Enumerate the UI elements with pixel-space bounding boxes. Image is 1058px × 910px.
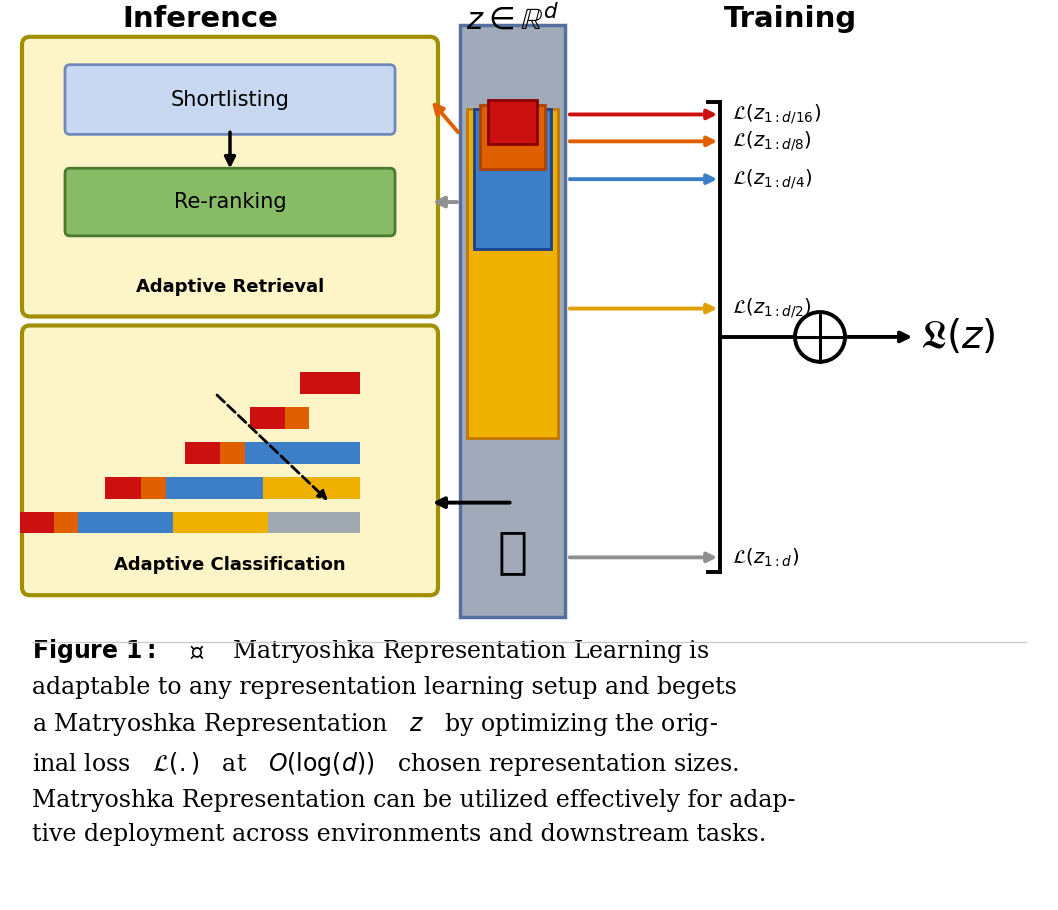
- Text: Adaptive Retrieval: Adaptive Retrieval: [135, 278, 324, 296]
- Bar: [244, 442, 360, 464]
- FancyBboxPatch shape: [488, 99, 537, 145]
- FancyBboxPatch shape: [22, 326, 438, 595]
- Text: $\mathfrak{L}(z)$: $\mathfrak{L}(z)$: [920, 318, 996, 357]
- Bar: [78, 511, 174, 533]
- Bar: [174, 511, 268, 533]
- FancyBboxPatch shape: [65, 168, 395, 236]
- FancyBboxPatch shape: [480, 105, 545, 169]
- FancyBboxPatch shape: [65, 65, 395, 135]
- Text: 🪆: 🪆: [497, 529, 528, 576]
- Bar: [250, 407, 286, 429]
- Bar: [20, 511, 54, 533]
- Text: Re-ranking: Re-ranking: [174, 192, 287, 212]
- Text: $\mathcal{L}(z_{1:d/8})$: $\mathcal{L}(z_{1:d/8})$: [732, 129, 811, 153]
- Text: $\mathcal{L}(z_{1:d/16})$: $\mathcal{L}(z_{1:d/16})$: [732, 103, 821, 126]
- Bar: [268, 511, 360, 533]
- Text: Adaptive Classification: Adaptive Classification: [114, 556, 346, 574]
- FancyBboxPatch shape: [460, 25, 565, 617]
- Text: Inference: Inference: [122, 5, 278, 33]
- Bar: [105, 477, 141, 499]
- Text: $z \in \mathbb{R}^d$: $z \in \mathbb{R}^d$: [466, 5, 559, 36]
- Bar: [185, 442, 220, 464]
- Text: $\mathcal{L}(z_{1:d/4})$: $\mathcal{L}(z_{1:d/4})$: [732, 167, 813, 191]
- Text: $\mathcal{L}(z_{1:d})$: $\mathcal{L}(z_{1:d})$: [732, 546, 799, 569]
- Bar: [141, 477, 166, 499]
- Bar: [220, 442, 244, 464]
- Text: $\mathbf{Figure\ 1:}$    🪆    Matryoshka Representation Learning is
adaptable to: $\mathbf{Figure\ 1:}$ 🪆 Matryoshka Repre…: [32, 637, 796, 846]
- Text: Training: Training: [724, 5, 857, 33]
- Bar: [54, 511, 78, 533]
- Bar: [166, 477, 263, 499]
- Bar: [300, 372, 360, 394]
- Bar: [263, 477, 360, 499]
- Bar: [286, 407, 309, 429]
- FancyBboxPatch shape: [22, 36, 438, 317]
- Text: Shortlisting: Shortlisting: [170, 89, 290, 109]
- FancyBboxPatch shape: [474, 109, 551, 248]
- FancyBboxPatch shape: [467, 109, 558, 438]
- Text: $\mathcal{L}(z_{1:d/2})$: $\mathcal{L}(z_{1:d/2})$: [732, 297, 811, 320]
